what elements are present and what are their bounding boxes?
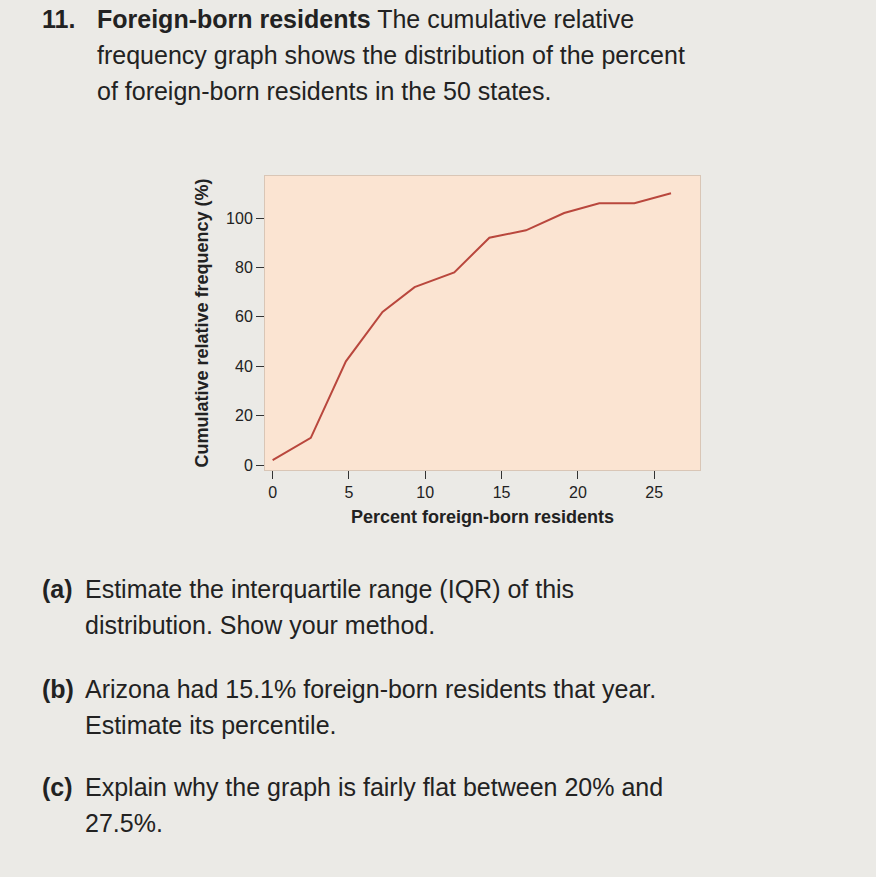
svg-text:0: 0: [244, 457, 253, 474]
svg-text:25: 25: [645, 484, 663, 501]
html-text:of foreign-born residents in t: of foreign-born residents in the 50 stat…: [97, 77, 552, 105]
html-text:Estimate its percentile.: Estimate its percentile.: [85, 711, 337, 739]
svg-text:60: 60: [235, 308, 253, 325]
svg-text:Percent foreign-born residents: Percent foreign-born residents: [351, 507, 614, 527]
svg-text:Cumulative relative frequency: Cumulative relative frequency (%): [192, 178, 212, 467]
html-text:Arizona had 15.1% foreign-born: Arizona had 15.1% foreign-born residents…: [85, 675, 657, 703]
html-text:Explain why the graph is fairl: Explain why the graph is fairly flat bet…: [85, 773, 664, 801]
svg-text:5: 5: [344, 484, 353, 501]
html-text:Foreign-born residents The cum: Foreign-born residents The cumulative re…: [97, 5, 635, 33]
svg-text:20: 20: [569, 484, 587, 501]
html-text:27.5%.: 27.5%.: [85, 809, 163, 837]
svg-text:80: 80: [235, 259, 253, 276]
svg-text:20: 20: [235, 407, 253, 424]
html-text:Estimate the interquartile ran: Estimate the interquartile range (IQR) o…: [85, 575, 575, 603]
html-text:frequency graph shows the dist: frequency graph shows the distribution o…: [97, 41, 685, 69]
html-text:11.: 11.: [42, 5, 76, 33]
html-text:(a): (a): [42, 575, 73, 603]
html-text:(b): (b): [42, 675, 74, 703]
svg-text:15: 15: [493, 484, 511, 501]
svg-text:40: 40: [235, 358, 253, 375]
svg-text:0: 0: [268, 484, 277, 501]
html-text:distribution. Show your method: distribution. Show your method.: [85, 611, 436, 639]
svg-text:10: 10: [416, 484, 434, 501]
html-text:(c): (c): [42, 773, 73, 801]
svg-text:100: 100: [226, 210, 253, 227]
